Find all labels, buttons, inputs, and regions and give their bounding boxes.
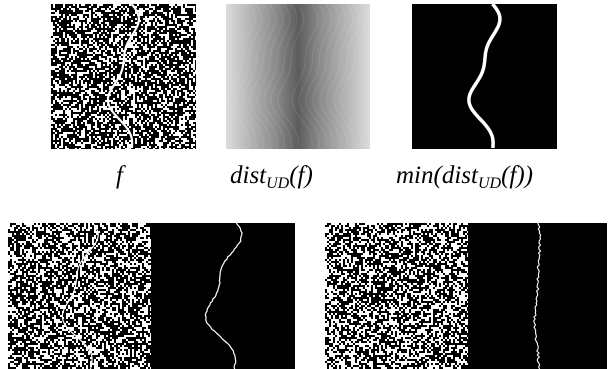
caption-dist: distUD(f) [230,162,313,192]
bottom-left-path-image [151,223,295,369]
bottom-right-path-image [468,223,607,369]
distance-map-image [226,4,370,149]
noise-image-f [51,4,196,149]
bottom-left-noise-image [8,223,151,369]
min-path-image [412,4,557,149]
caption-f: f [116,162,123,189]
bottom-right-noise-image [325,223,468,369]
caption-min: min(distUD(f)) [396,162,533,192]
